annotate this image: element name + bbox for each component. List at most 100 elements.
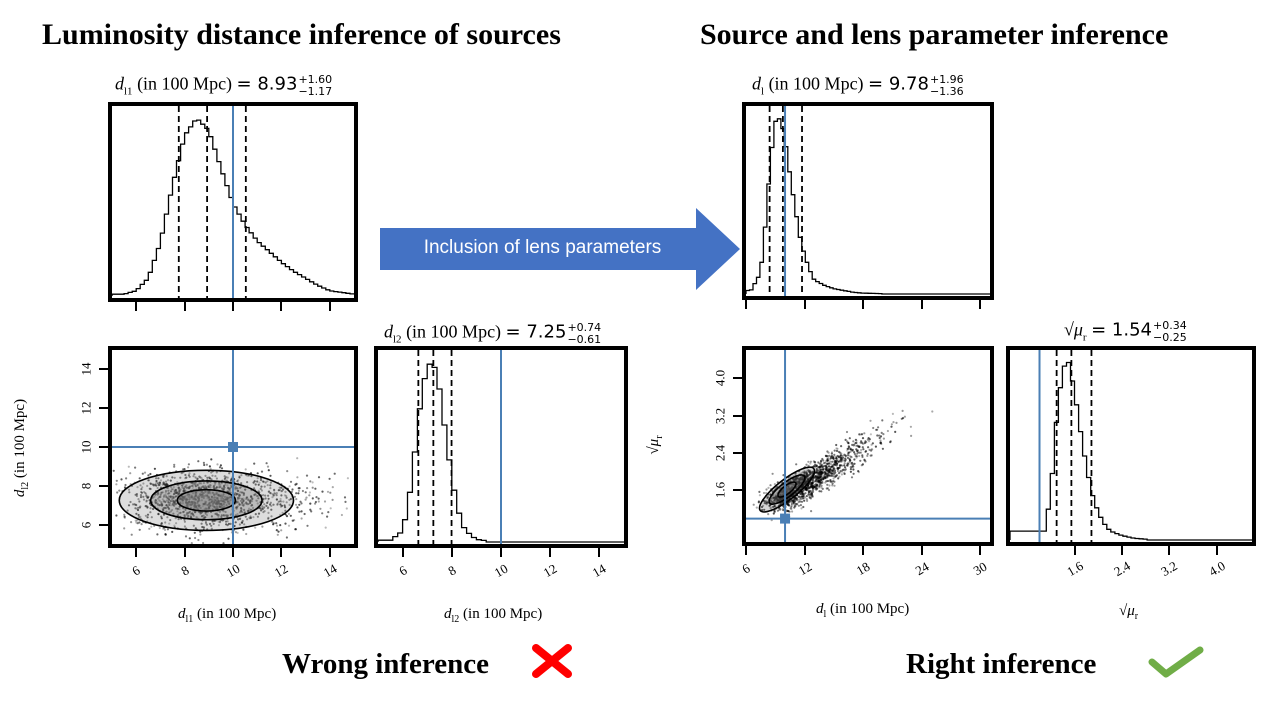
scatter-point	[218, 466, 222, 469]
arrow-shape	[380, 208, 740, 290]
scatter-point	[156, 533, 159, 536]
check-icon	[1148, 646, 1204, 678]
x-tick-label: 14	[590, 560, 609, 581]
scatter-point	[900, 417, 903, 420]
scatter-point	[836, 462, 839, 465]
scatter-point	[833, 473, 836, 476]
scatter-point	[790, 500, 793, 503]
scatter-point	[847, 447, 850, 450]
scatter-point	[309, 502, 312, 505]
scatter-point	[179, 476, 182, 479]
scatter-point	[177, 492, 180, 495]
scatter-point	[134, 507, 137, 510]
scatter-point	[144, 491, 147, 495]
scatter-point	[188, 503, 191, 506]
scatter-point	[838, 460, 841, 463]
scatter-point	[201, 493, 204, 496]
scatter-point	[272, 503, 275, 506]
scatter-point	[204, 490, 207, 493]
scatter-point	[890, 425, 893, 428]
scatter-point	[834, 459, 837, 463]
x-tick-label: 14	[320, 560, 340, 581]
scatter-point	[222, 500, 225, 503]
scatter-point	[297, 487, 300, 490]
scatter-point	[267, 516, 270, 519]
scatter-point	[220, 496, 223, 499]
scatter-point	[832, 455, 835, 459]
scatter-point	[247, 498, 250, 501]
scatter-point	[199, 533, 202, 536]
scatter-point	[250, 475, 253, 478]
scatter-point	[270, 504, 273, 507]
scatter-point	[207, 496, 210, 499]
scatter-point	[798, 479, 801, 482]
scatter-point	[223, 501, 226, 504]
scatter-point	[202, 503, 206, 506]
scatter-point	[203, 503, 206, 506]
scatter-point	[802, 495, 805, 498]
scatter-point	[849, 466, 852, 469]
scatter-point	[828, 484, 831, 487]
scatter-point	[245, 532, 248, 536]
scatter-point	[829, 479, 832, 482]
scatter-point	[266, 465, 270, 468]
scatter-point	[209, 467, 212, 470]
scatter-point	[844, 468, 847, 471]
scatter-point	[181, 495, 184, 498]
scatter-point	[824, 461, 827, 464]
scatter-point	[839, 469, 842, 473]
scatter-point	[283, 504, 286, 507]
scatter-point	[252, 481, 255, 484]
scatter-point	[204, 511, 207, 514]
scatter-point	[238, 497, 241, 500]
scatter-point	[828, 468, 831, 471]
scatter-point	[224, 520, 228, 523]
scatter-point	[299, 500, 302, 503]
x-tick-label: 6	[739, 560, 753, 577]
scatter-point	[345, 507, 348, 510]
scatter-point	[198, 482, 201, 485]
x-tick-mark	[1073, 546, 1076, 555]
scatter-point	[249, 495, 253, 498]
xlabel-mur: √μr	[1119, 603, 1139, 622]
scatter-point	[841, 469, 844, 472]
scatter-point	[136, 486, 139, 489]
scatter-point	[273, 488, 276, 491]
scatter-point	[822, 467, 825, 470]
scatter-point	[847, 451, 850, 454]
scatter-point	[222, 488, 225, 492]
scatter-point	[858, 433, 861, 436]
scatter-point	[246, 481, 249, 484]
scatter-point	[236, 500, 239, 503]
scatter-point	[225, 497, 228, 500]
scatter-point	[238, 476, 241, 479]
scatter-point	[123, 515, 126, 518]
scatter-point	[115, 479, 118, 482]
scatter-point	[140, 491, 143, 494]
scatter-point	[257, 512, 261, 515]
truth-marker	[780, 513, 791, 524]
scatter-point	[831, 484, 834, 487]
scatter-point	[860, 440, 863, 443]
scatter-point	[870, 454, 873, 457]
scatter-point	[775, 497, 778, 500]
scatter-point	[141, 486, 144, 489]
scatter-point	[194, 476, 197, 479]
scatter-point	[257, 497, 260, 500]
scatter-point	[326, 490, 330, 493]
scatter-point	[834, 471, 837, 474]
scatter-point	[123, 516, 126, 519]
scatter-point	[120, 478, 123, 481]
title-mur: √μr = 1.54 +0.34 −0.25	[1064, 319, 1187, 344]
scatter-point	[846, 449, 849, 452]
scatter-point	[816, 471, 819, 474]
scatter-point	[779, 508, 782, 511]
scatter-point	[207, 490, 211, 493]
scatter-point	[285, 501, 288, 504]
scatter-point	[315, 496, 318, 499]
scatter-point	[870, 443, 873, 446]
scatter-point	[187, 474, 190, 477]
truth-marker	[228, 442, 238, 452]
scatter-point	[816, 466, 819, 469]
scatter-point	[831, 464, 834, 467]
